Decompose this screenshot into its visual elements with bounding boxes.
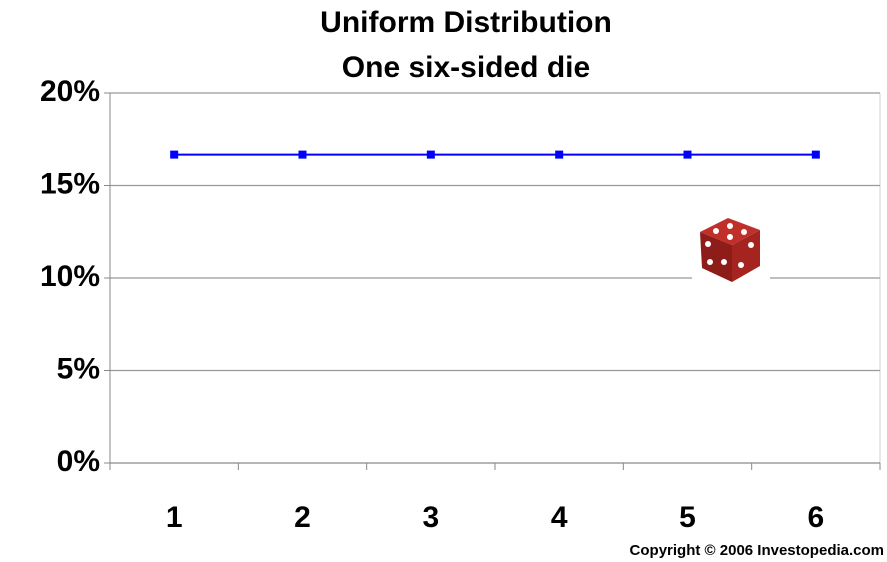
y-tick-label: 20% [40,75,100,108]
x-tick-label: 2 [294,501,311,534]
dice-pip [721,259,727,265]
dice-pip [748,242,754,248]
y-tick-label: 10% [40,260,100,293]
y-tick-label: 15% [40,167,100,200]
data-point [684,151,692,159]
y-tick-label: 5% [57,352,100,385]
chart-title: Uniform Distribution [320,6,612,39]
data-point [299,151,307,159]
x-tick-label: 5 [679,501,696,534]
dice-pip [707,259,713,265]
x-tick-label: 6 [807,501,824,534]
data-point [170,151,178,159]
dice-pip [738,262,744,268]
dice-pip [727,234,733,240]
dice-pip [727,223,733,229]
x-tick-label: 4 [551,501,568,534]
data-point [427,151,435,159]
dice-pip [705,241,711,247]
x-tick-label: 1 [166,501,183,534]
y-tick-label: 0% [57,445,100,478]
data-point [555,151,563,159]
dice-pip [741,229,747,235]
copyright: Copyright © 2006 Investopedia.com [630,542,884,559]
chart-subtitle: One six-sided die [342,51,590,84]
data-point [812,151,820,159]
dice-pip [713,228,719,234]
x-tick-label: 3 [422,501,439,534]
chart: Uniform Distribution One six-sided die C… [0,0,887,562]
